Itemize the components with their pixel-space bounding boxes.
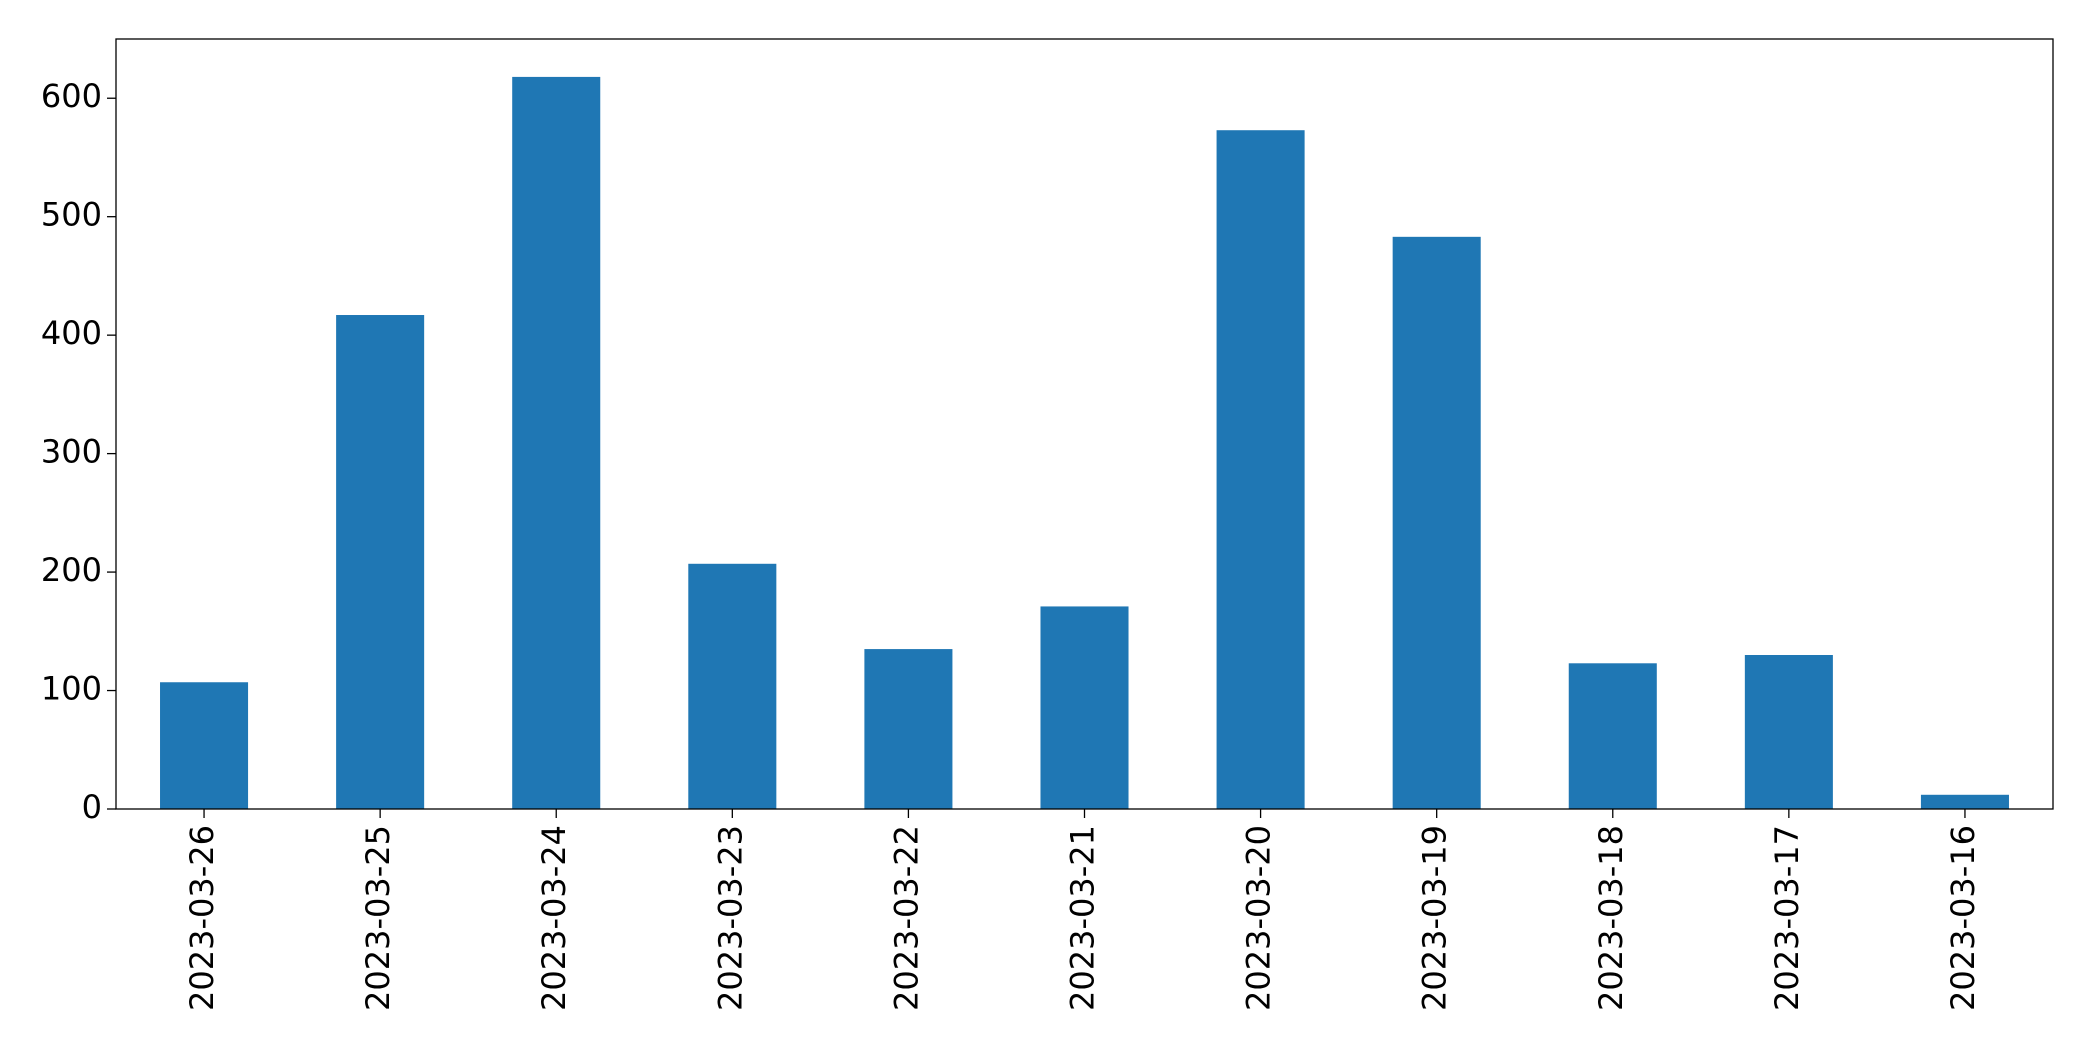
plot-frame <box>115 38 2054 810</box>
bar <box>864 649 953 809</box>
x-tick-label: 2023-03-16 <box>1944 825 1982 1011</box>
bar <box>1568 663 1657 809</box>
x-tick-label: 2023-03-23 <box>711 825 749 1011</box>
y-tick-label: 100 <box>41 670 102 708</box>
bar <box>1216 130 1305 809</box>
y-tick-label: 600 <box>41 77 102 115</box>
x-tick-label: 2023-03-20 <box>1240 825 1278 1011</box>
bar <box>160 682 249 809</box>
y-tick-label: 200 <box>41 551 102 589</box>
x-tick-label: 2023-03-25 <box>359 825 397 1011</box>
x-tick-label: 2023-03-19 <box>1416 825 1454 1011</box>
x-tick-label: 2023-03-22 <box>887 825 925 1011</box>
y-tick-label: 300 <box>41 433 102 471</box>
y-tick-label: 400 <box>41 314 102 352</box>
bar <box>336 315 425 809</box>
x-tick-label: 2023-03-17 <box>1768 825 1806 1011</box>
bar <box>1040 606 1129 809</box>
bar <box>688 563 777 809</box>
x-tick-label: 2023-03-26 <box>183 825 221 1011</box>
x-tick-label: 2023-03-24 <box>535 825 573 1011</box>
x-tick-label: 2023-03-21 <box>1064 825 1102 1011</box>
y-tick-label: 0 <box>82 788 102 826</box>
y-tick-label: 500 <box>41 196 102 234</box>
bar <box>1392 236 1481 810</box>
bar <box>1744 655 1833 809</box>
x-tick-label: 2023-03-18 <box>1592 825 1630 1011</box>
bar <box>512 76 601 809</box>
bar <box>1920 794 2009 809</box>
